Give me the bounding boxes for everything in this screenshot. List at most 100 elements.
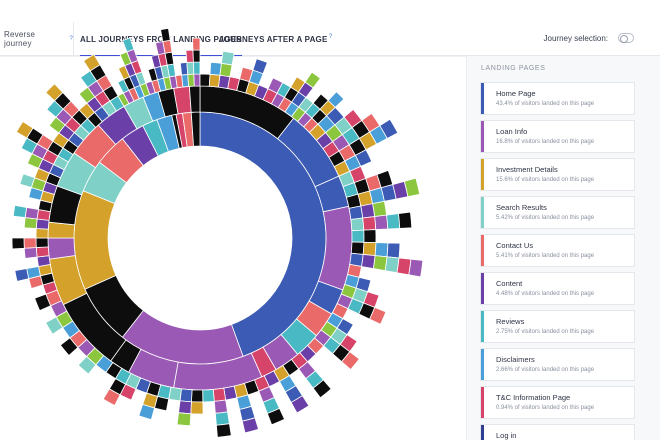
card-page-name: Investment Details	[496, 165, 558, 174]
journey-step-segment[interactable]	[252, 58, 268, 75]
help-icon[interactable]: ?	[329, 34, 333, 40]
journey-step-segment[interactable]	[386, 213, 401, 230]
landing-page-card[interactable]: Search Results 5.42% of visitors landed o…	[480, 196, 635, 229]
journey-step-segment[interactable]	[185, 49, 194, 63]
journey-step-segment[interactable]	[213, 399, 228, 414]
journey-step-segment[interactable]	[350, 241, 365, 255]
journey-step-segment[interactable]	[176, 412, 192, 427]
journey-step-segment[interactable]	[188, 85, 201, 113]
card-color-bar	[481, 159, 484, 190]
card-page-name: T&C Information Page	[496, 393, 571, 402]
journey-selection-toggle[interactable]	[618, 33, 634, 43]
journey-step-segment[interactable]	[363, 229, 377, 244]
journey-step-segment[interactable]	[379, 118, 399, 140]
card-color-bar	[481, 311, 484, 342]
journey-step-segment[interactable]	[35, 237, 49, 248]
card-color-bar	[481, 83, 484, 114]
journey-step-segment[interactable]	[221, 50, 235, 66]
journey-step-segment[interactable]	[35, 228, 49, 239]
help-icon[interactable]: ?	[69, 36, 73, 42]
journey-step-segment[interactable]	[160, 27, 171, 42]
card-visitor-share: 2.75% of visitors landed on this page	[496, 329, 595, 335]
journey-step-segment[interactable]	[212, 387, 227, 402]
journey-step-segment[interactable]	[35, 246, 50, 258]
landing-page-card[interactable]: Reviews 2.75% of visitors landed on this …	[480, 310, 635, 343]
journey-step-segment[interactable]	[350, 217, 365, 232]
journey-step-segment[interactable]	[102, 388, 121, 407]
journey-step-segment[interactable]	[45, 83, 64, 102]
journey-step-segment[interactable]	[266, 407, 286, 426]
journey-sunburst-chart	[11, 27, 424, 438]
journey-step-segment[interactable]	[290, 395, 310, 414]
journey-step-segment[interactable]	[11, 237, 25, 250]
journey-step-segment[interactable]	[312, 379, 332, 399]
landing-page-card[interactable]: T&C Information Page 0.94% of visitors la…	[480, 386, 635, 419]
journey-step-segment[interactable]	[360, 203, 376, 219]
journey-step-segment[interactable]	[348, 205, 364, 220]
journey-step-segment[interactable]	[374, 242, 389, 258]
landing-page-card[interactable]: Content 4.48% of visitors landed on this …	[480, 272, 635, 305]
journey-step-segment[interactable]	[372, 255, 388, 272]
journey-step-segment[interactable]	[192, 37, 201, 51]
landing-page-card[interactable]: Contact Us 5.41% of visitors landed on th…	[480, 234, 635, 267]
landing-page-card[interactable]: Disclaimers 2.66% of visitors landed on t…	[480, 348, 635, 381]
journey-step-segment[interactable]	[179, 388, 193, 403]
journey-step-segment[interactable]	[187, 73, 195, 87]
journey-step-segment[interactable]	[12, 204, 28, 219]
journey-step-segment[interactable]	[403, 177, 421, 198]
journey-step-segment[interactable]	[178, 400, 192, 415]
journey-step-segment[interactable]	[193, 73, 201, 87]
journey-step-segment[interactable]	[351, 229, 365, 243]
journey-step-segment[interactable]	[223, 385, 238, 401]
journey-step-segment[interactable]	[47, 237, 76, 260]
journey-step-segment[interactable]	[82, 53, 101, 72]
journey-step-segment[interactable]	[19, 173, 36, 189]
tab-reverse-journey[interactable]: Reverse journey ?	[0, 22, 74, 56]
journey-step-segment[interactable]	[122, 37, 135, 53]
journey-step-segment[interactable]	[374, 214, 389, 230]
journey-step-segment[interactable]	[36, 255, 51, 267]
journey-step-segment[interactable]	[15, 120, 34, 139]
journey-step-segment[interactable]	[14, 268, 30, 282]
landing-page-card[interactable]: Home Page 43.4% of visitors landed on thi…	[480, 82, 635, 115]
journey-step-segment[interactable]	[23, 247, 38, 259]
journey-step-segment[interactable]	[362, 216, 377, 231]
journey-step-segment[interactable]	[24, 206, 39, 220]
journey-step-segment[interactable]	[214, 411, 230, 426]
journey-step-segment[interactable]	[304, 71, 321, 89]
journey-step-segment[interactable]	[215, 423, 232, 438]
journey-step-segment[interactable]	[369, 306, 387, 325]
journey-step-segment[interactable]	[23, 237, 37, 249]
journey-step-segment[interactable]	[202, 388, 215, 403]
card-visitor-share: 4.48% of visitors landed on this page	[496, 291, 595, 297]
card-color-bar	[481, 349, 484, 380]
landing-page-card[interactable]: Investment Details 15.6% of visitors land…	[480, 158, 635, 191]
journey-step-segment[interactable]	[241, 417, 259, 434]
divider	[0, 56, 470, 57]
journey-step-segment[interactable]	[190, 389, 204, 403]
tab-journeys-after-page[interactable]: JOURNEYS AFTER A PAGE	[219, 22, 328, 56]
journey-step-segment[interactable]	[384, 256, 400, 274]
journey-step-segment[interactable]	[408, 258, 424, 278]
journey-step-segment[interactable]	[138, 403, 155, 421]
journey-step-segment[interactable]	[190, 401, 204, 415]
journey-step-segment[interactable]	[199, 73, 211, 87]
journey-step-segment[interactable]	[361, 253, 376, 270]
journey-step-segment[interactable]	[192, 49, 201, 63]
journey-step-segment[interactable]	[267, 77, 284, 94]
journey-step-segment[interactable]	[341, 351, 360, 371]
journey-step-segment[interactable]	[372, 200, 388, 217]
journey-step-segment[interactable]	[386, 242, 401, 259]
journey-step-segment[interactable]	[23, 217, 38, 229]
landing-page-card[interactable]: Loan Info 16.8% of visitors landed on thi…	[480, 120, 635, 153]
journey-step-segment[interactable]	[186, 61, 195, 75]
tab-all-label: ALL JOURNEYS FROM LANDING PAGES	[80, 34, 242, 44]
journey-step-segment[interactable]	[219, 62, 233, 78]
journey-step-segment[interactable]	[209, 61, 222, 76]
journey-step-segment[interactable]	[193, 61, 201, 75]
landing-page-segment[interactable]	[73, 190, 117, 290]
journey-step-segment[interactable]	[398, 211, 413, 229]
landing-page-card[interactable]: Log in	[480, 424, 635, 440]
journey-step-segment[interactable]	[362, 241, 377, 257]
card-page-name: Content	[496, 279, 523, 288]
